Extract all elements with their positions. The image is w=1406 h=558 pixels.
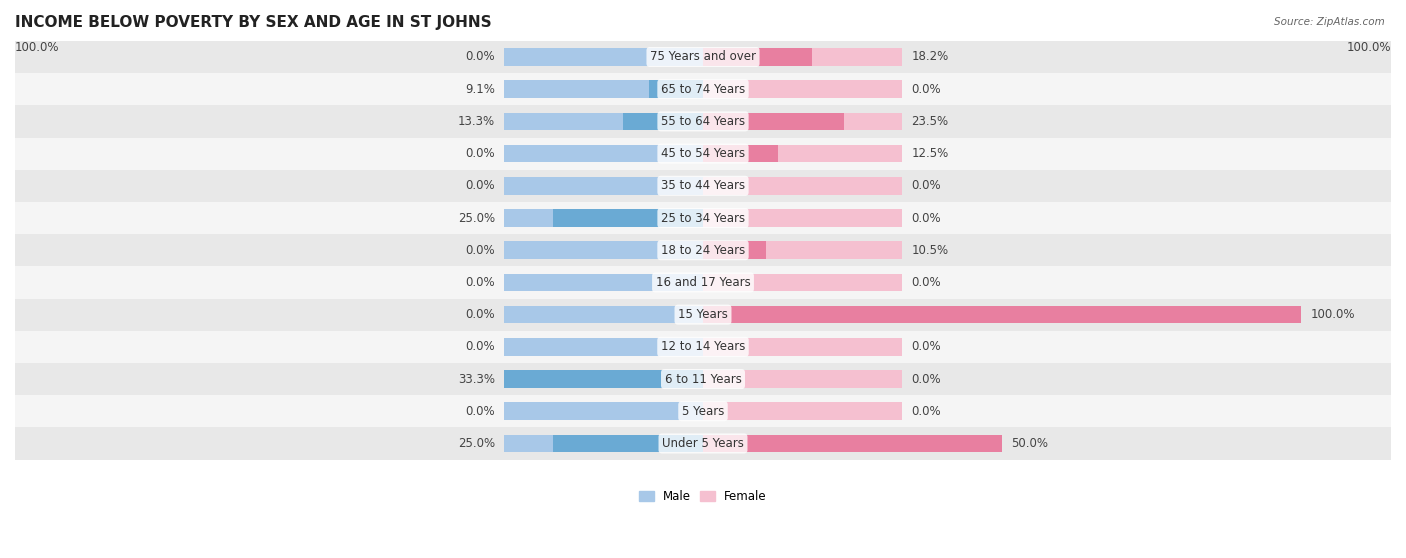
Text: 0.0%: 0.0%: [911, 83, 941, 96]
Bar: [703, 338, 903, 355]
Bar: [703, 242, 766, 259]
Text: Source: ZipAtlas.com: Source: ZipAtlas.com: [1274, 17, 1385, 27]
Text: 0.0%: 0.0%: [465, 147, 495, 160]
Text: 0.0%: 0.0%: [911, 276, 941, 289]
Text: 18.2%: 18.2%: [911, 50, 949, 64]
Bar: [15, 137, 1391, 170]
Bar: [503, 306, 703, 324]
Bar: [703, 435, 1002, 453]
Text: 0.0%: 0.0%: [465, 50, 495, 64]
Bar: [703, 370, 903, 388]
Text: 25 to 34 Years: 25 to 34 Years: [661, 211, 745, 224]
Bar: [503, 370, 703, 388]
Text: 6 to 11 Years: 6 to 11 Years: [665, 373, 741, 386]
Text: 35 to 44 Years: 35 to 44 Years: [661, 179, 745, 193]
Bar: [554, 435, 703, 453]
Text: 45 to 54 Years: 45 to 54 Years: [661, 147, 745, 160]
Text: 0.0%: 0.0%: [465, 405, 495, 418]
Bar: [15, 202, 1391, 234]
Text: 0.0%: 0.0%: [465, 276, 495, 289]
Bar: [703, 145, 778, 162]
Text: 0.0%: 0.0%: [911, 405, 941, 418]
Bar: [623, 113, 703, 130]
Bar: [503, 113, 703, 130]
Text: 9.1%: 9.1%: [465, 83, 495, 96]
Legend: Male, Female: Male, Female: [634, 485, 772, 508]
Text: 0.0%: 0.0%: [911, 179, 941, 193]
Bar: [703, 306, 903, 324]
Bar: [703, 48, 811, 66]
Bar: [503, 402, 703, 420]
Bar: [503, 370, 703, 388]
Text: 0.0%: 0.0%: [465, 244, 495, 257]
Bar: [703, 209, 903, 227]
Bar: [15, 427, 1391, 460]
Text: 75 Years and over: 75 Years and over: [650, 50, 756, 64]
Bar: [703, 402, 903, 420]
Bar: [503, 338, 703, 355]
Bar: [15, 41, 1391, 73]
Bar: [503, 80, 703, 98]
Text: 100.0%: 100.0%: [1310, 308, 1355, 321]
Bar: [503, 273, 703, 291]
Text: 0.0%: 0.0%: [911, 340, 941, 353]
Bar: [503, 435, 703, 453]
Text: 100.0%: 100.0%: [1347, 41, 1391, 54]
Text: 65 to 74 Years: 65 to 74 Years: [661, 83, 745, 96]
Bar: [703, 306, 1302, 324]
Text: 0.0%: 0.0%: [465, 308, 495, 321]
Bar: [503, 48, 703, 66]
Bar: [15, 234, 1391, 266]
Bar: [703, 435, 903, 453]
Bar: [703, 177, 903, 195]
Bar: [15, 170, 1391, 202]
Bar: [703, 48, 903, 66]
Text: 25.0%: 25.0%: [458, 437, 495, 450]
Text: Under 5 Years: Under 5 Years: [662, 437, 744, 450]
Bar: [703, 113, 844, 130]
Text: 13.3%: 13.3%: [458, 115, 495, 128]
Bar: [503, 177, 703, 195]
Text: 5 Years: 5 Years: [682, 405, 724, 418]
Bar: [503, 242, 703, 259]
Bar: [703, 242, 903, 259]
Bar: [15, 266, 1391, 299]
Text: 23.5%: 23.5%: [911, 115, 948, 128]
Bar: [703, 273, 903, 291]
Bar: [15, 299, 1391, 331]
Text: 25.0%: 25.0%: [458, 211, 495, 224]
Bar: [15, 363, 1391, 395]
Text: 12.5%: 12.5%: [911, 147, 949, 160]
Text: 10.5%: 10.5%: [911, 244, 948, 257]
Bar: [503, 145, 703, 162]
Text: 0.0%: 0.0%: [911, 211, 941, 224]
Bar: [15, 331, 1391, 363]
Text: 50.0%: 50.0%: [1011, 437, 1047, 450]
Text: 33.3%: 33.3%: [458, 373, 495, 386]
Text: 0.0%: 0.0%: [465, 340, 495, 353]
Bar: [703, 113, 903, 130]
Text: 15 Years: 15 Years: [678, 308, 728, 321]
Bar: [703, 145, 903, 162]
Text: INCOME BELOW POVERTY BY SEX AND AGE IN ST JOHNS: INCOME BELOW POVERTY BY SEX AND AGE IN S…: [15, 15, 492, 30]
Bar: [503, 209, 703, 227]
Bar: [554, 209, 703, 227]
Bar: [15, 105, 1391, 137]
Bar: [648, 80, 703, 98]
Text: 0.0%: 0.0%: [911, 373, 941, 386]
Bar: [15, 395, 1391, 427]
Text: 12 to 14 Years: 12 to 14 Years: [661, 340, 745, 353]
Bar: [15, 73, 1391, 105]
Text: 16 and 17 Years: 16 and 17 Years: [655, 276, 751, 289]
Text: 55 to 64 Years: 55 to 64 Years: [661, 115, 745, 128]
Text: 0.0%: 0.0%: [465, 179, 495, 193]
Text: 100.0%: 100.0%: [15, 41, 59, 54]
Bar: [703, 80, 903, 98]
Text: 18 to 24 Years: 18 to 24 Years: [661, 244, 745, 257]
